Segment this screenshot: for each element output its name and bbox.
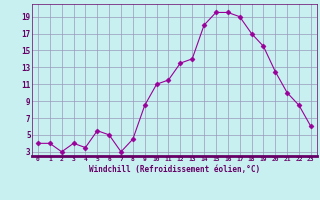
X-axis label: Windchill (Refroidissement éolien,°C): Windchill (Refroidissement éolien,°C) [89,165,260,174]
